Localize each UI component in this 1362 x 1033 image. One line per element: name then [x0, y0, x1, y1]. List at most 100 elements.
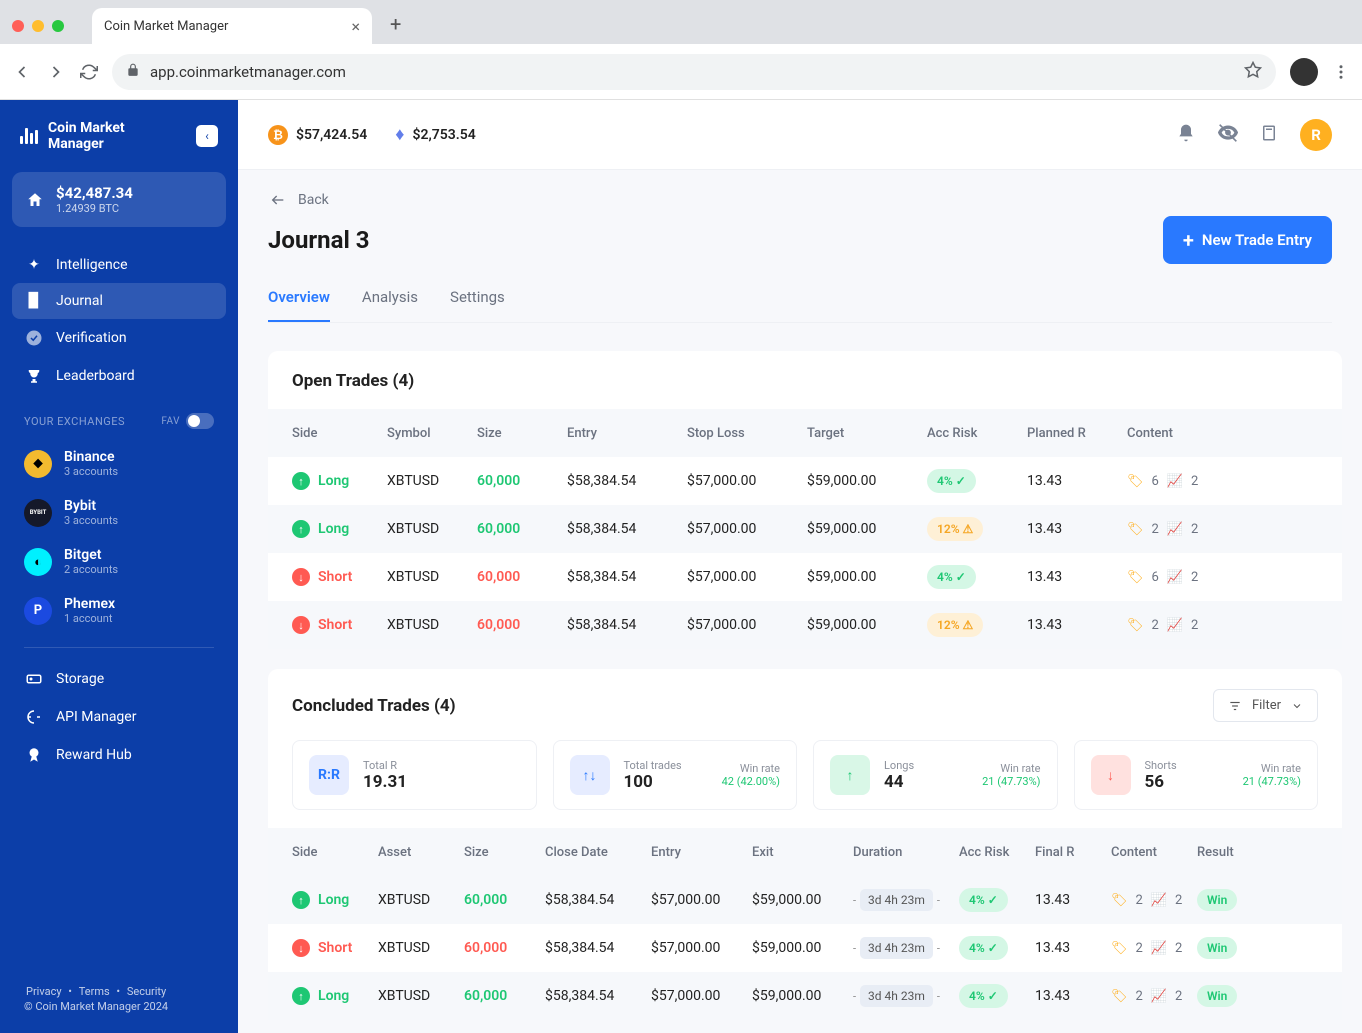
stat-card: ↓ Shorts56 Win rate21 (47.73%)	[1074, 740, 1319, 810]
chart-icon: 📈	[1151, 989, 1167, 1004]
tab-bar: Coin Market Manager × +	[0, 0, 1362, 44]
column-header: Exit	[752, 845, 847, 860]
exchanges-header: YOUR EXCHANGES FAV	[12, 395, 226, 439]
sidebar-item-journal[interactable]: ▉ Journal	[12, 283, 226, 319]
new-trade-entry-button[interactable]: + New Trade Entry	[1163, 216, 1332, 264]
collapse-sidebar-button[interactable]: ‹	[196, 125, 218, 147]
browser-profile-avatar[interactable]	[1290, 58, 1318, 86]
url-text: app.coinmarketmanager.com	[150, 63, 346, 81]
stat-icon: R:R	[309, 755, 349, 795]
column-header: Side	[292, 845, 372, 860]
security-link[interactable]: Security	[127, 985, 166, 998]
trophy-icon	[24, 367, 44, 385]
lock-icon	[126, 63, 140, 81]
exchange-item[interactable]: ◐ Bitget2 accounts	[12, 537, 226, 586]
sidebar-item-reward-hub[interactable]: Reward Hub	[12, 736, 226, 774]
table-row[interactable]: ↑Long XBTUSD 60,000 $58,384.54 $57,000.0…	[268, 972, 1342, 1020]
close-tab-icon[interactable]: ×	[351, 17, 360, 36]
balance-card[interactable]: $42,487.34 1.24939 BTC	[12, 172, 226, 227]
chart-icon: 📈	[1167, 570, 1183, 585]
stats-row: R:R Total R19.31 ↑↓ Total trades100 Win …	[268, 740, 1342, 828]
exchange-item[interactable]: P Phemex1 account	[12, 586, 226, 635]
journal-icon: ▉	[24, 293, 44, 309]
open-trades-title: Open Trades (4)	[268, 351, 1342, 409]
bell-icon[interactable]	[1176, 123, 1196, 147]
privacy-link[interactable]: Privacy	[26, 985, 62, 998]
open-trades-table: SideSymbolSizeEntryStop LossTargetAcc Ri…	[268, 409, 1342, 649]
table-row[interactable]: ↑Long XBTUSD 60,000 $58,384.54 $57,000.0…	[268, 457, 1342, 505]
table-row[interactable]: ↓Short XBTUSD 60,000 $58,384.54 $57,000.…	[268, 553, 1342, 601]
reward-icon	[24, 746, 44, 764]
sidebar-item-api-manager[interactable]: API Manager	[12, 698, 226, 736]
sidebar: Coin Market Manager ‹ $42,487.34 1.24939…	[0, 100, 238, 1033]
footer-links: Privacy • Terms • Security © Coin Market…	[12, 977, 226, 1021]
traffic-lights	[12, 20, 64, 44]
column-header: Entry	[567, 426, 687, 441]
fav-toggle[interactable]	[186, 413, 214, 429]
filter-button[interactable]: Filter	[1213, 689, 1318, 722]
tab-overview[interactable]: Overview	[268, 288, 330, 322]
tag-icon: 🏷	[1111, 989, 1128, 1004]
logo-icon	[20, 128, 38, 144]
risk-badge: 4% ✓	[959, 984, 1008, 1008]
back-link[interactable]: Back	[268, 192, 1332, 208]
arrow-up-icon: ↑	[292, 520, 310, 538]
bookmark-star-icon[interactable]	[1244, 61, 1262, 83]
result-badge: Win	[1197, 937, 1237, 959]
browser-tab[interactable]: Coin Market Manager ×	[92, 8, 372, 44]
new-tab-button[interactable]: +	[380, 12, 411, 44]
forward-icon[interactable]	[46, 62, 66, 82]
chart-icon: 📈	[1151, 893, 1167, 908]
table-row[interactable]: ↓Short XBTUSD 60,000 $58,384.54 $57,000.…	[268, 924, 1342, 972]
back-icon[interactable]	[12, 62, 32, 82]
stat-card: ↑ Longs44 Win rate21 (47.73%)	[813, 740, 1058, 810]
brand-name: Coin Market Manager	[48, 120, 125, 152]
table-row[interactable]: ↑Long XBTUSD 60,000 $58,384.54 $57,000.0…	[268, 876, 1342, 924]
column-header: Target	[807, 426, 927, 441]
btc-price: ₿ $57,424.54	[268, 125, 367, 145]
tab-analysis[interactable]: Analysis	[362, 288, 418, 322]
stat-icon: ↑↓	[570, 755, 610, 795]
duration-pill: 3d 4h 23m	[860, 937, 933, 959]
api-icon	[24, 708, 44, 726]
calculator-icon[interactable]	[1260, 123, 1278, 147]
column-header: Size	[464, 845, 539, 860]
terms-link[interactable]: Terms	[79, 985, 110, 998]
sidebar-item-intelligence[interactable]: ✦ Intelligence	[12, 247, 226, 283]
tag-icon: 🏷	[1127, 474, 1144, 489]
duration-pill: 3d 4h 23m	[860, 985, 933, 1007]
balance-btc: 1.24939 BTC	[56, 202, 133, 215]
arrow-down-icon: ↓	[292, 616, 310, 634]
table-row[interactable]: ↑Long XBTUSD 60,000 $58,384.54 $57,000.0…	[268, 505, 1342, 553]
eth-icon: ♦	[395, 124, 404, 145]
check-circle-icon	[24, 329, 44, 347]
minimize-window[interactable]	[32, 20, 44, 32]
column-header: Duration	[853, 845, 953, 860]
plus-icon: +	[1183, 228, 1194, 252]
reload-icon[interactable]	[80, 63, 98, 81]
visibility-off-icon[interactable]	[1218, 123, 1238, 147]
chevron-down-icon	[1291, 700, 1303, 712]
exchange-logo-icon: ◐	[24, 548, 52, 576]
exchange-item[interactable]: ⬥ Binance3 accounts	[12, 439, 226, 488]
sidebar-item-verification[interactable]: Verification	[12, 319, 226, 357]
close-window[interactable]	[12, 20, 24, 32]
column-header: Result	[1197, 845, 1257, 860]
table-row[interactable]: ↓Short XBTUSD 60,000 $58,384.54 $57,000.…	[268, 601, 1342, 649]
maximize-window[interactable]	[52, 20, 64, 32]
column-header: Acc Risk	[959, 845, 1029, 860]
user-avatar[interactable]: R	[1300, 119, 1332, 151]
tab-settings[interactable]: Settings	[450, 288, 505, 322]
sidebar-item-storage[interactable]: Storage	[12, 660, 226, 698]
browser-chrome: Coin Market Manager × + app.coinmarketma…	[0, 0, 1362, 100]
column-header: Close Date	[545, 845, 645, 860]
stat-card: ↑↓ Total trades100 Win rate42 (42.00%)	[553, 740, 798, 810]
tag-icon: 🏷	[1111, 941, 1128, 956]
browser-menu-icon[interactable]	[1332, 63, 1350, 81]
chart-icon: 📈	[1167, 474, 1183, 489]
column-header: Content	[1111, 845, 1191, 860]
balance-usd: $42,487.34	[56, 184, 133, 202]
sidebar-item-leaderboard[interactable]: Leaderboard	[12, 357, 226, 395]
address-bar[interactable]: app.coinmarketmanager.com	[112, 54, 1276, 90]
exchange-item[interactable]: BYBIT Bybit3 accounts	[12, 488, 226, 537]
